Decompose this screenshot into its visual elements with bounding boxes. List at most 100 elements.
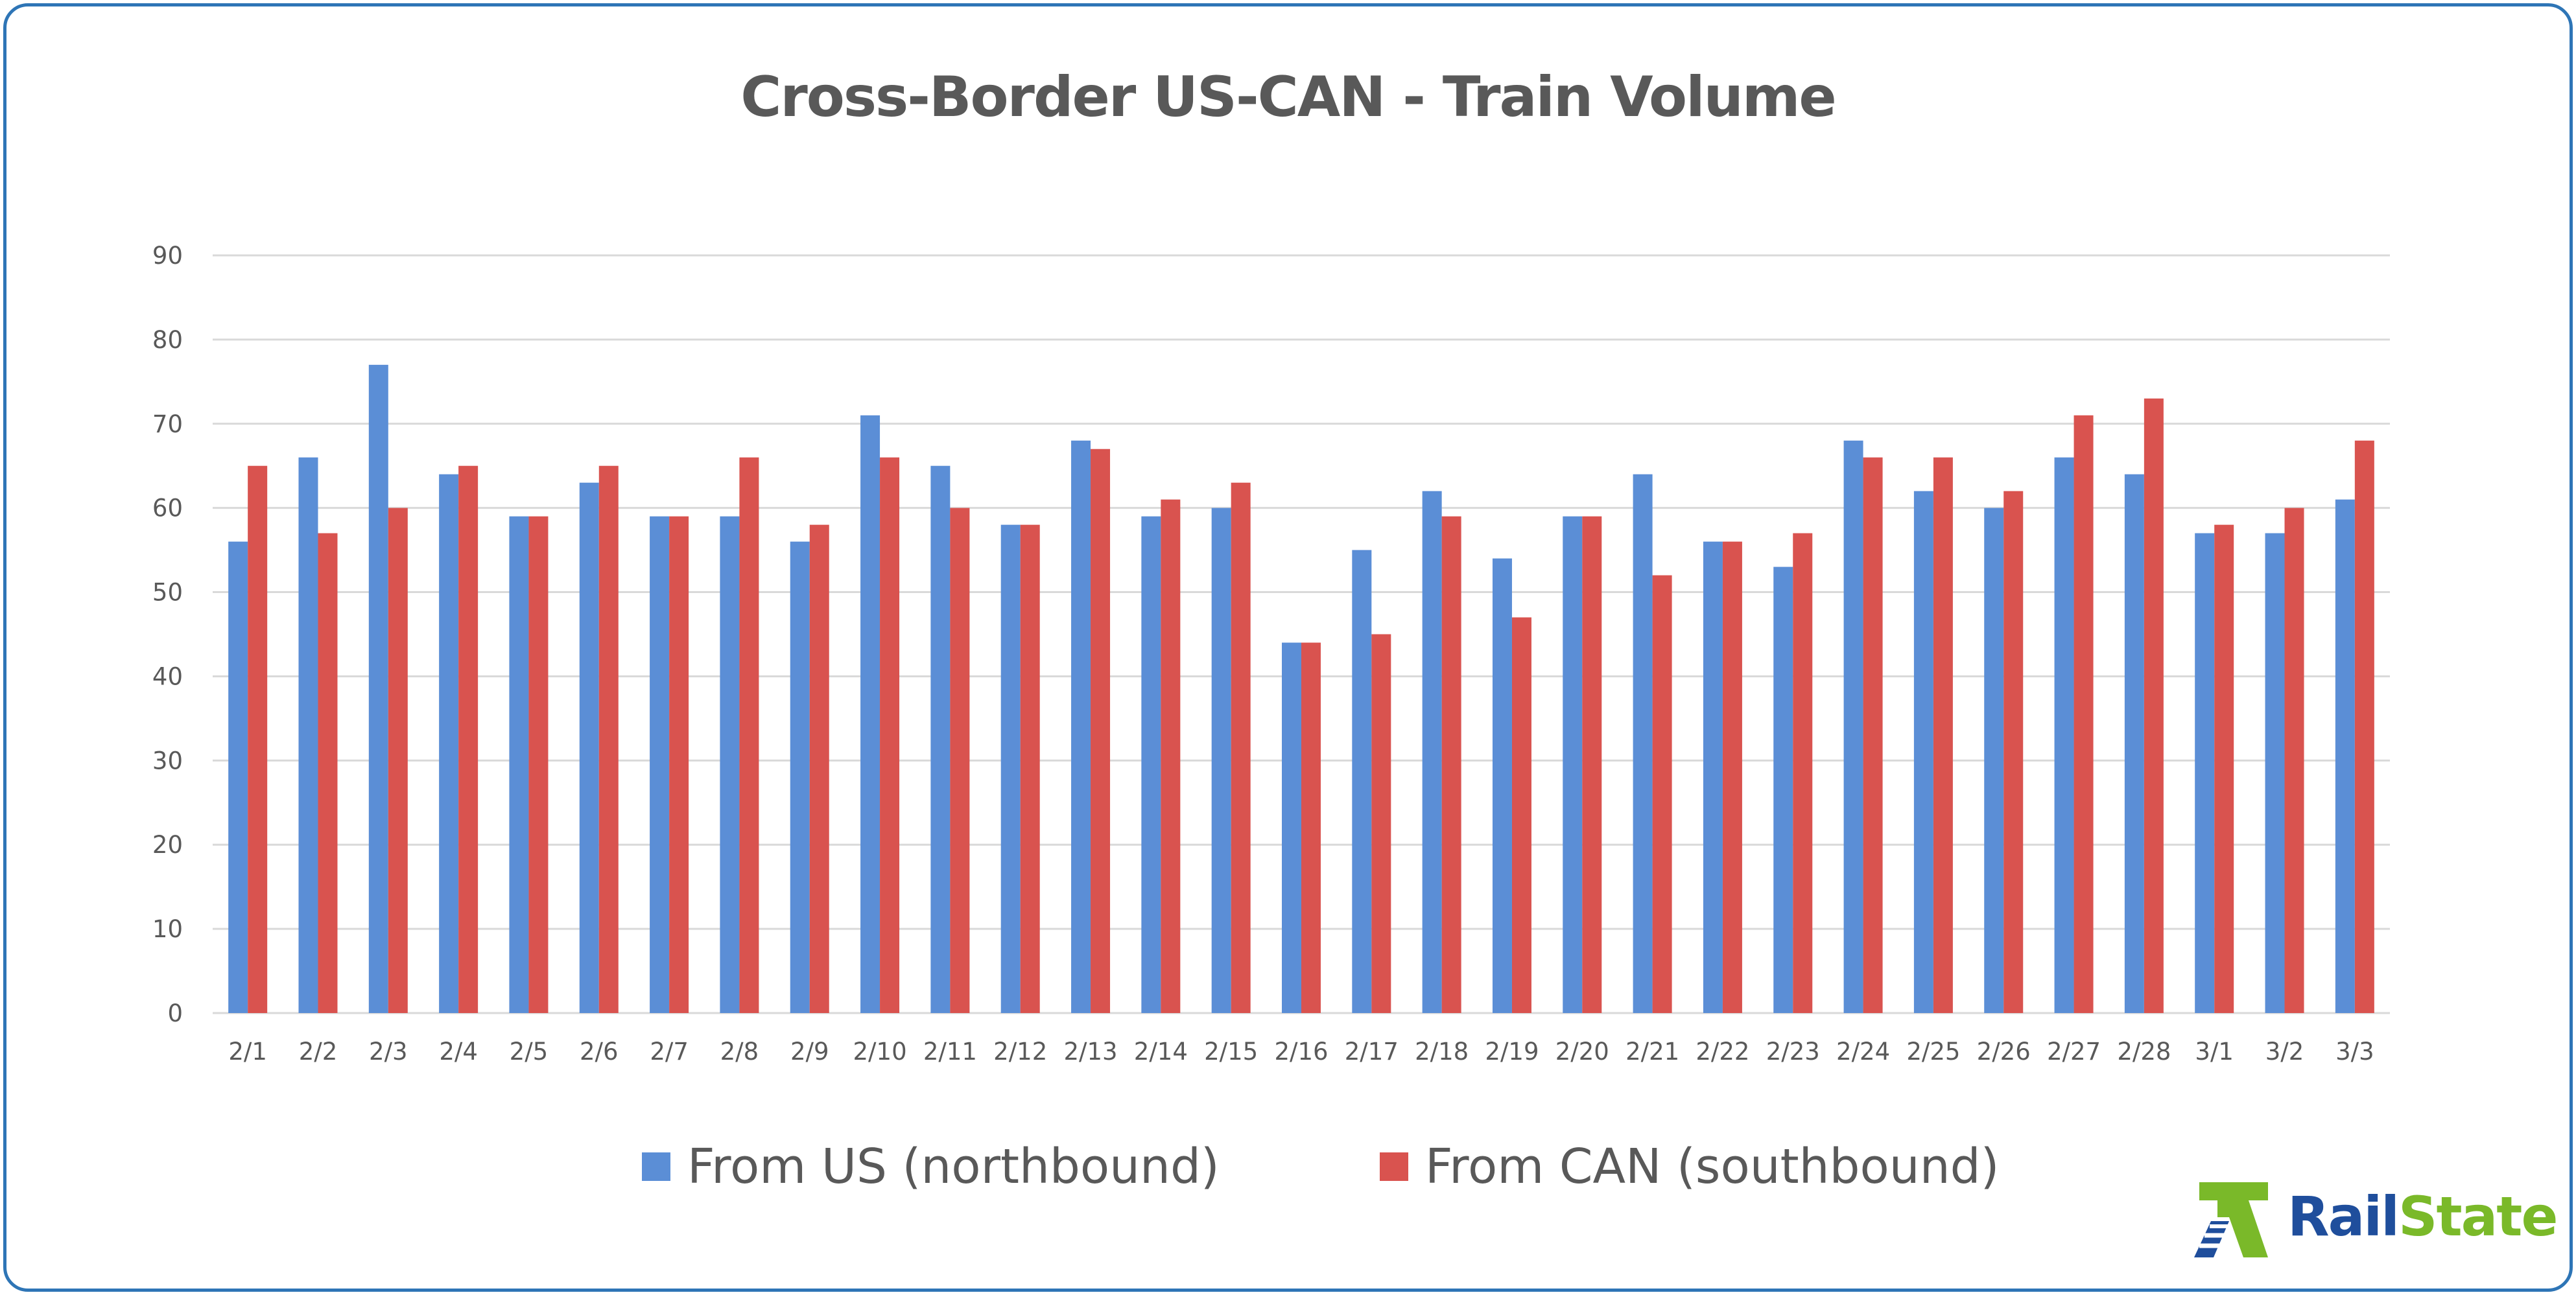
bar-northbound [1913, 491, 1933, 1013]
x-tick-label: 3/2 [2265, 1038, 2304, 1066]
bars [228, 364, 2374, 1013]
legend-label-us: From US (northbound) [687, 1139, 1220, 1195]
bar-northbound [2195, 533, 2215, 1013]
y-tick-label: 10 [152, 915, 183, 943]
bar-northbound [1703, 541, 1723, 1013]
y-tick-label: 60 [152, 495, 183, 522]
bar-southbound [1231, 482, 1251, 1013]
bar-southbound [1371, 634, 1391, 1013]
bar-southbound [2354, 440, 2374, 1013]
bar-northbound [2054, 457, 2074, 1013]
x-tick-label: 2/4 [439, 1038, 478, 1066]
x-tick-label: 2/14 [1134, 1038, 1188, 1066]
y-tick-label: 90 [152, 242, 183, 270]
bar-southbound [1441, 516, 1461, 1013]
bar-northbound [368, 364, 388, 1013]
bar-northbound [1141, 516, 1161, 1013]
chart-title: Cross-Border US-CAN - Train Volume [740, 65, 1837, 130]
x-tick-label: 2/28 [2117, 1038, 2171, 1066]
x-tick-label: 2/10 [853, 1038, 907, 1066]
legend-swatch-can [1380, 1152, 1408, 1181]
y-tick-label: 0 [167, 999, 183, 1027]
bar-northbound [1422, 491, 1442, 1013]
bar-southbound [1020, 524, 1040, 1013]
bar-southbound [458, 465, 479, 1013]
bar-northbound [1211, 508, 1231, 1013]
bar-northbound [2335, 499, 2355, 1013]
y-tick-label: 50 [152, 579, 183, 607]
bar-southbound [248, 465, 268, 1013]
x-axis-tick-labels: 2/1 2/2 2/3 2/4 2/5 2/6 2/7 2/8 2/9 2/10 2/11 2/12 2… [228, 1038, 2374, 1066]
legend-item-us: From US (northbound) [642, 1131, 1220, 1202]
x-tick-label: 2/18 [1415, 1038, 1469, 1066]
x-tick-label: 2/13 [1063, 1038, 1117, 1066]
bar-northbound [1071, 440, 1091, 1013]
y-tick-label: 40 [152, 662, 183, 690]
x-tick-label: 2/2 [299, 1038, 338, 1066]
bar-southbound [1511, 617, 1531, 1013]
railstate-logo-text: RailState [2287, 1185, 2558, 1248]
x-tick-label: 2/7 [650, 1038, 689, 1066]
x-tick-label: 2/16 [1274, 1038, 1328, 1066]
bar-northbound [1000, 524, 1021, 1013]
bar-northbound [1984, 508, 2004, 1013]
x-tick-label: 2/20 [1555, 1038, 1609, 1066]
x-tick-label: 2/8 [720, 1038, 759, 1066]
x-tick-label: 2/24 [1836, 1038, 1890, 1066]
x-tick-label: 2/26 [1977, 1038, 2031, 1066]
x-tick-label: 2/25 [1906, 1038, 1960, 1066]
bar-southbound [880, 457, 900, 1013]
bar-southbound [2214, 524, 2234, 1013]
legend-item-can: From CAN (southbound) [1380, 1131, 1999, 1202]
bar-southbound [528, 516, 549, 1013]
bar-northbound [228, 541, 248, 1013]
railstate-logo: RailState [2192, 1181, 2558, 1259]
bar-northbound [650, 516, 670, 1013]
bar-southbound [950, 508, 970, 1013]
bar-northbound [439, 474, 459, 1013]
bar-southbound [1582, 516, 1602, 1013]
x-tick-label: 2/19 [1485, 1038, 1539, 1066]
bar-northbound [2124, 474, 2144, 1013]
y-tick-label: 70 [152, 410, 183, 438]
bar-southbound [739, 457, 759, 1013]
bar-southbound [809, 524, 829, 1013]
bar-northbound [509, 516, 529, 1013]
bar-northbound [1843, 440, 1863, 1013]
bar-southbound [388, 508, 408, 1013]
bar-northbound [579, 482, 599, 1013]
y-tick-label: 30 [152, 747, 183, 775]
bar-northbound [790, 541, 810, 1013]
legend: From US (northbound) From CAN (southboun… [0, 1131, 2576, 1202]
railstate-logo-icon [2194, 1182, 2268, 1257]
x-tick-label: 3/1 [2195, 1038, 2234, 1066]
legend-swatch-us [642, 1152, 670, 1181]
y-axis-tick-labels: 0 10 20 30 40 50 60 70 80 90 [152, 242, 183, 1027]
bar-southbound [669, 516, 689, 1013]
bar-southbound [1863, 457, 1883, 1013]
x-tick-label: 2/15 [1204, 1038, 1258, 1066]
x-tick-label: 2/5 [510, 1038, 549, 1066]
bar-northbound [1633, 474, 1653, 1013]
bar-southbound [2003, 491, 2024, 1013]
x-tick-label: 2/17 [1345, 1038, 1399, 1066]
bar-southbound [1161, 499, 1181, 1013]
bar-southbound [1652, 575, 1672, 1013]
bar-northbound [1773, 566, 1793, 1013]
x-tick-label: 3/3 [2335, 1038, 2374, 1066]
y-tick-label: 20 [152, 831, 183, 859]
bar-southbound [318, 533, 338, 1013]
x-tick-label: 2/12 [993, 1038, 1047, 1066]
bar-southbound [1793, 533, 1813, 1013]
bar-northbound [1352, 550, 1372, 1013]
x-tick-label: 2/23 [1766, 1038, 1820, 1066]
bar-southbound [1933, 457, 1953, 1013]
bar-northbound [1492, 558, 1512, 1013]
bar-southbound [598, 465, 619, 1013]
bar-northbound [1282, 642, 1301, 1013]
x-tick-label: 2/9 [790, 1038, 829, 1066]
bar-southbound [2284, 508, 2304, 1013]
bar-northbound [1563, 516, 1583, 1013]
x-tick-label: 2/11 [923, 1038, 977, 1066]
